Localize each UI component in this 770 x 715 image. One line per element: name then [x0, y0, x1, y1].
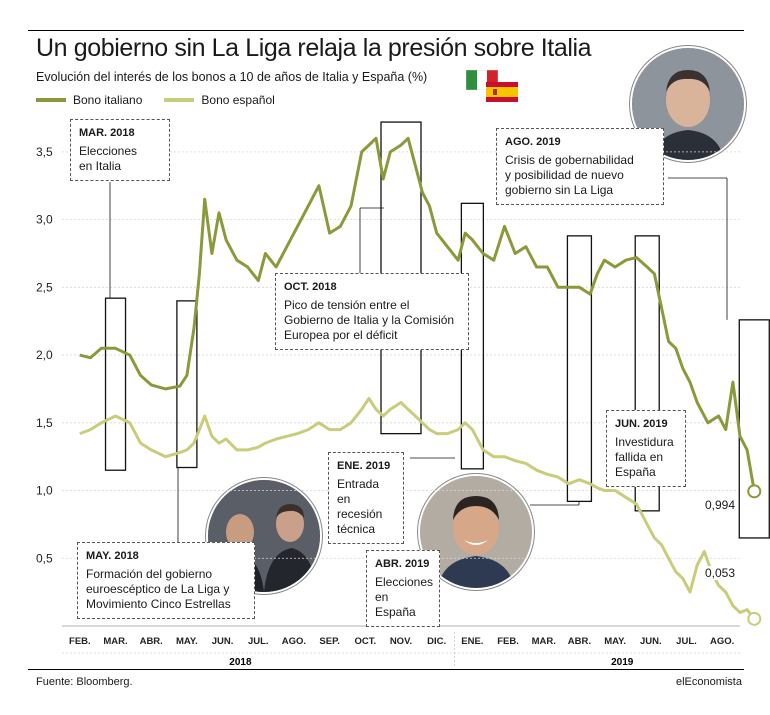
page-subtitle: Evolución del interés de los bonos a 10 …	[36, 70, 428, 84]
y-tick-label: 1,0	[36, 484, 53, 498]
y-tick-label: 0,5	[36, 551, 53, 565]
annotation-oct-2018: OCT. 2018 Pico de tensión entre el Gobie…	[275, 273, 469, 350]
x-tick-label: MAY.	[604, 636, 626, 647]
x-tick-label: JUL.	[676, 636, 697, 647]
page-title: Un gobierno sin La Liga relaja la presió…	[36, 34, 592, 62]
legend-label-spain: Bono español	[201, 93, 275, 107]
end-marker-spain	[747, 611, 762, 626]
annotation-text: Crisis de gobernabilidad y posibilidad d…	[505, 153, 634, 197]
brand-label: elEconomista	[675, 676, 742, 688]
legend-label-italy: Bono italiano	[73, 93, 143, 107]
x-tick-label: ABR.	[568, 636, 591, 647]
leader-lines	[109, 177, 728, 542]
x-tick-label: NOV.	[390, 636, 412, 647]
y-tick-label: 3,5	[36, 145, 53, 159]
annotation-head: JUN. 2019	[615, 418, 668, 430]
annotation-abr-2019: ABR. 2019 Elecciones en España	[366, 550, 440, 627]
bottom-rule	[28, 669, 744, 670]
x-tick-label: MAR.	[532, 636, 556, 647]
y-tick-label: 1,5	[36, 416, 53, 430]
grid-lines	[62, 151, 740, 627]
annotation-text: Investidura fallida en España	[615, 435, 674, 479]
annotation-ago-2019: AGO. 2019 Crisis de gobernabilidad y pos…	[496, 128, 664, 205]
year-label: 2019	[611, 657, 634, 668]
legend-swatch-spain	[164, 98, 195, 102]
x-tick-label: SEP.	[319, 636, 339, 647]
x-tick-label: ENE.	[461, 636, 483, 647]
annotation-head: MAY. 2018	[86, 550, 139, 562]
x-tick-label: OCT.	[354, 636, 376, 647]
box-mar-2018	[104, 297, 127, 471]
annotation-jun-2019: JUN. 2019 Investidura fallida en España	[606, 410, 686, 487]
annotation-text: Pico de tensión entre el Gobierno de Ita…	[284, 298, 455, 342]
annotation-text: Elecciones en España	[375, 575, 434, 619]
annotation-text: Elecciones en Italia	[79, 144, 138, 173]
x-tick-label: JUN.	[212, 636, 234, 647]
series-lines	[79, 136, 756, 620]
y-tick-label: 2,0	[36, 348, 53, 362]
y-tick-label: 2,5	[36, 280, 53, 294]
annotation-text: Formación del gobierno euroescéptico de …	[86, 567, 231, 611]
series-line-italy	[79, 136, 756, 492]
legend-swatch-italy	[36, 98, 66, 102]
annotation-head: OCT. 2018	[284, 281, 337, 293]
box-may-2018	[176, 300, 198, 469]
x-tick-label: FEB.	[497, 636, 519, 647]
x-tick-label: AGO.	[710, 636, 734, 647]
legend-item-spain: Bono español	[164, 93, 275, 107]
end-label-spain: 0,053	[703, 566, 738, 580]
x-tick-label: AGO.	[282, 636, 306, 647]
top-rule	[28, 30, 744, 31]
box-jun-2019	[634, 235, 660, 512]
x-tick-label: DIC.	[427, 636, 446, 647]
annotation-mar-2018: MAR. 2018 Elecciones en Italia	[70, 119, 170, 181]
italy-flag-icon	[466, 70, 498, 90]
annotation-head: ENE. 2019	[337, 460, 391, 472]
y-axis-ticks: 0,5 1,0 1,5 2,0 2,5 3,0 3,5	[36, 145, 53, 565]
x-tick-label: MAY.	[176, 636, 198, 647]
series-line-spain	[79, 396, 756, 620]
year-label: 2018	[229, 657, 252, 668]
annotation-ene-2019: ENE. 2019 Entrada en recesión técnica	[328, 452, 404, 544]
x-axis-ticks: FEB. MAR. ABR. MAY. JUN. JUL. AGO. SEP. OCT. NOV.…	[62, 632, 740, 668]
spain-flag-icon	[486, 82, 518, 102]
legend: Bono italiano Bono español	[36, 93, 297, 107]
source-note: Fuente: Bloomberg.	[36, 676, 133, 688]
end-marker-italy	[747, 484, 762, 499]
annotation-head: ABR. 2019	[375, 558, 430, 570]
end-markers	[747, 484, 762, 626]
y-tick-label: 3,0	[36, 213, 53, 227]
x-tick-label: FEB.	[69, 636, 91, 647]
legend-item-italy: Bono italiano	[36, 93, 142, 107]
x-tick-label: JUL.	[248, 636, 269, 647]
sanchez-portrait-photo	[418, 474, 534, 590]
box-ago-2019	[738, 319, 770, 539]
end-label-italy: 0,994	[703, 498, 738, 512]
x-tick-label: MAR.	[103, 636, 127, 647]
x-tick-label: ABR.	[140, 636, 163, 647]
annotation-may-2018: MAY. 2018 Formación del gobierno euroesc…	[77, 542, 255, 619]
x-tick-label: JUN.	[640, 636, 662, 647]
annotation-head: AGO. 2019	[505, 136, 561, 148]
box-abr-2019	[566, 235, 593, 503]
annotation-head: MAR. 2018	[79, 127, 135, 139]
annotation-text: Entrada en recesión técnica	[337, 477, 383, 536]
